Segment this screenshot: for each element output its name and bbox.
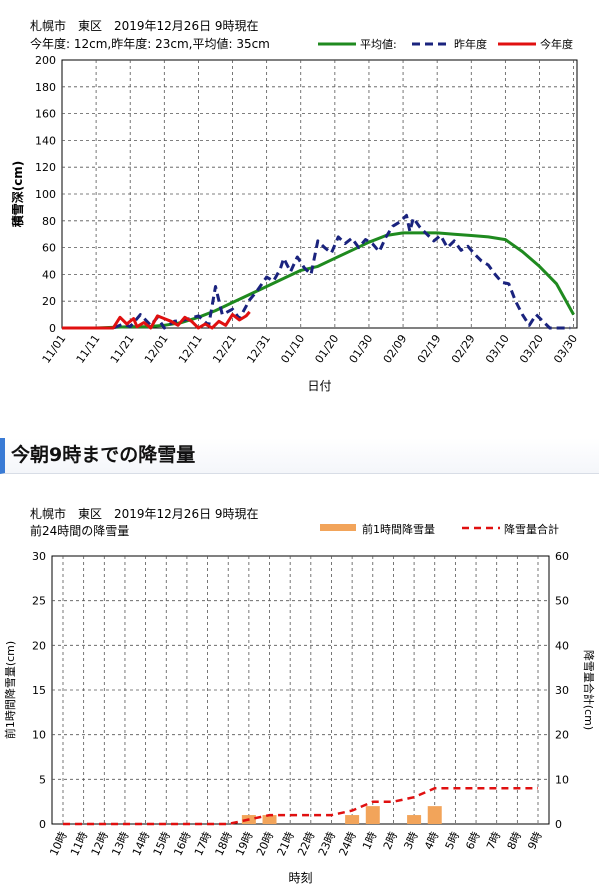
x-tick-label: 01/10 [278, 332, 307, 365]
x-tick-label: 12/01 [142, 332, 171, 365]
x-tick-label: 13時 [109, 830, 131, 858]
x-tick-label: 20時 [254, 830, 276, 858]
x-tick-label: 22時 [295, 830, 317, 858]
y-tick-label: 180 [35, 81, 56, 94]
x-tick-label: 23時 [316, 830, 338, 858]
y-left-tick-label: 10 [32, 729, 46, 742]
series-line-last-year [62, 213, 571, 330]
x-tick-label: 18時 [213, 830, 235, 858]
x-tick-label: 24時 [337, 830, 359, 858]
y-right-tick-label: 60 [555, 550, 569, 563]
chart-subtitle: 今年度: 12cm,昨年度: 23cm,平均値: 35cm [30, 36, 270, 51]
x-tick-label: 2時 [381, 830, 400, 852]
y-tick-label: 140 [35, 134, 56, 147]
x-tick-label: 03/10 [483, 332, 512, 365]
x-tick-label: 11時 [68, 830, 90, 858]
y-right-tick-label: 0 [555, 818, 562, 831]
y-tick-label: 80 [42, 215, 56, 228]
y-right-tick-label: 50 [555, 595, 569, 608]
section-heading-text: 今朝9時までの降雪量 [11, 444, 196, 466]
x-tick-label: 5時 [443, 830, 462, 852]
series-line-cumulative [63, 787, 538, 826]
y-right-tick-label: 30 [555, 684, 569, 697]
x-axis-label: 時刻 [288, 871, 312, 885]
x-tick-label: 02/29 [449, 332, 478, 365]
legend-swatch [320, 524, 356, 531]
snowfall-bar [407, 815, 422, 824]
chart-title: 札幌市 東区 2019年12月26日 9時現在 [30, 506, 259, 521]
plot-frame [61, 59, 578, 329]
x-tick-label: 12時 [89, 830, 111, 858]
x-tick-label: 01/30 [347, 332, 376, 365]
y-tick-label: 100 [35, 188, 56, 201]
snowfall-bar [262, 815, 277, 824]
y-right-axis-label: 降雪量合計(cm) [582, 650, 596, 730]
x-tick-label: 14時 [130, 830, 152, 858]
snowfall-bar [365, 806, 380, 824]
snowfall-bar [345, 815, 360, 824]
series-line-this-year [62, 310, 251, 330]
x-tick-label: 4時 [422, 830, 441, 852]
y-right-tick-label: 20 [555, 729, 569, 742]
x-tick-label: 21時 [275, 830, 297, 858]
x-tick-label: 11/11 [74, 332, 103, 365]
section-heading: 今朝9時までの降雪量 [0, 438, 599, 474]
chart-title: 札幌市 東区 2019年12月26日 9時現在 [30, 18, 259, 33]
y-left-tick-label: 30 [32, 550, 46, 563]
x-tick-label: 9時 [525, 830, 544, 852]
snowfall-bar [427, 806, 442, 824]
legend-label: 今年度 [540, 37, 573, 51]
x-tick-label: 8時 [505, 830, 524, 852]
x-tick-label: 17時 [192, 830, 214, 858]
y-right-tick-label: 40 [555, 639, 569, 652]
y-tick-label: 60 [42, 242, 56, 255]
x-tick-label: 11/21 [108, 332, 137, 365]
y-left-tick-label: 0 [39, 818, 46, 831]
legend-label: 降雪量合計 [504, 522, 559, 536]
legend-label: 平均値: [360, 38, 397, 51]
x-tick-label: 1時 [360, 830, 379, 852]
x-tick-label: 7時 [484, 830, 503, 852]
y-tick-label: 200 [35, 54, 56, 67]
y-tick-label: 120 [35, 161, 56, 174]
y-left-tick-label: 20 [32, 639, 46, 652]
x-tick-label: 15時 [151, 830, 173, 858]
legend-label: 前1時間降雪量 [362, 522, 435, 536]
x-tick-label: 01/20 [312, 332, 341, 365]
y-left-tick-label: 15 [32, 684, 46, 697]
x-tick-label: 12/21 [210, 332, 239, 365]
y-tick-label: 40 [42, 268, 56, 281]
chart-subtitle: 前24時間の降雪量 [30, 523, 129, 538]
y-left-tick-label: 25 [32, 595, 46, 608]
x-tick-label: 11/01 [40, 332, 69, 365]
y-left-tick-label: 5 [39, 773, 46, 786]
x-tick-label: 19時 [233, 830, 255, 858]
x-tick-label: 10時 [47, 830, 69, 858]
y-left-axis-label: 前1時間降雪量(cm) [3, 641, 17, 739]
x-tick-label: 03/30 [551, 332, 580, 365]
x-tick-label: 02/09 [381, 332, 410, 365]
x-tick-label: 03/20 [517, 332, 546, 365]
y-tick-label: 160 [35, 108, 56, 121]
x-axis-label: 日付 [307, 379, 331, 393]
y-tick-label: 20 [42, 295, 56, 308]
x-tick-label: 02/19 [415, 332, 444, 365]
x-tick-label: 3時 [401, 830, 420, 852]
y-right-tick-label: 10 [555, 773, 569, 786]
y-tick-label: 0 [49, 322, 56, 335]
legend-label: 昨年度 [454, 37, 487, 51]
x-tick-label: 12/11 [176, 332, 205, 365]
y-axis-label: 積雪深(cm) [10, 161, 25, 229]
x-tick-label: 16時 [171, 830, 193, 858]
x-tick-label: 6時 [463, 830, 482, 852]
x-tick-label: 12/31 [244, 332, 273, 365]
